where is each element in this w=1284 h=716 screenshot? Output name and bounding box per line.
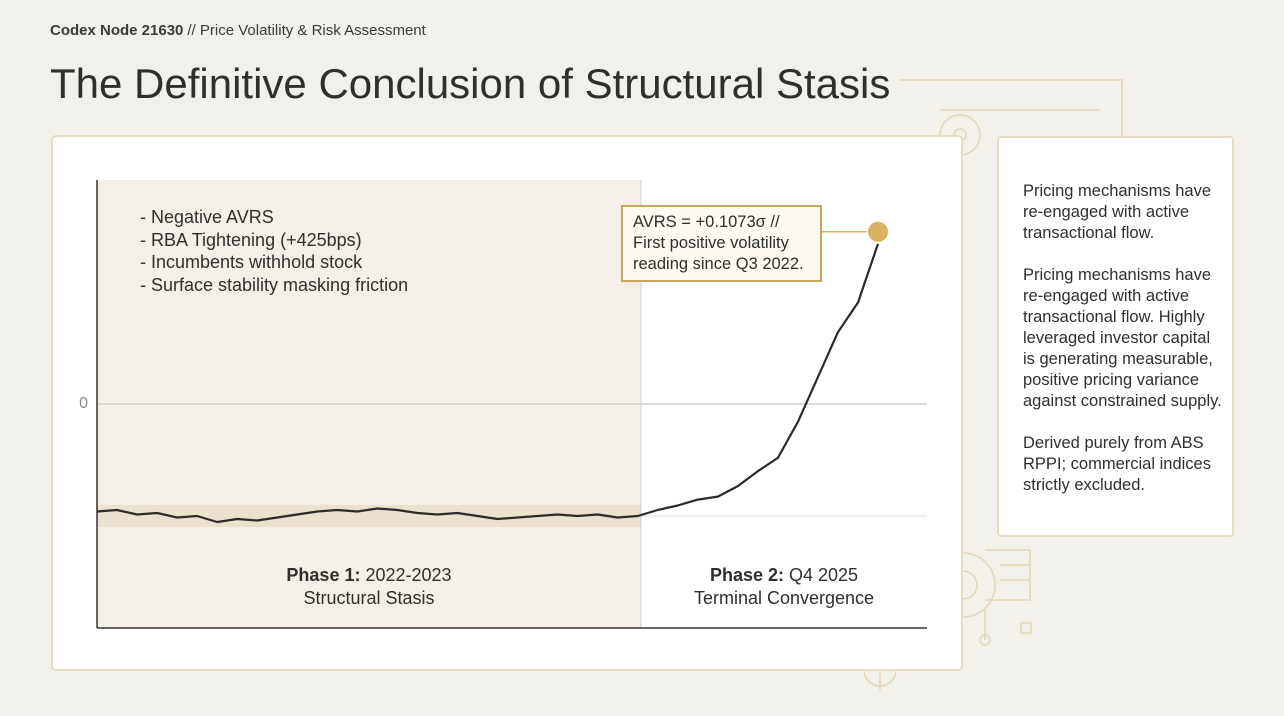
title: The Definitive Conclusion of Structural … <box>50 60 891 107</box>
note: - Negative AVRS <box>140 207 274 227</box>
node-id: Codex Node 21630 <box>50 22 184 39</box>
section: // Price Volatility & Risk Assessment <box>187 22 426 39</box>
phase-name: Terminal Convergence <box>693 588 875 608</box>
annotation: AVRS = +0.1073σ // First positive volati… <box>621 205 822 282</box>
phase-tag: Phase 1: <box>286 565 361 585</box>
highlight-marker <box>866 219 890 244</box>
line-series <box>96 243 880 524</box>
notes: - Negative AVRS - RBA Tightening (+425bp… <box>140 206 408 296</box>
phase-name: Structural Stasis <box>303 588 435 608</box>
phase-period: Q4 2025 <box>788 565 859 585</box>
stasis-band <box>97 505 641 527</box>
phase-label: Phase 1: 2022-2023 Structural Stasis <box>239 564 499 610</box>
phase-label: Phase 2: Q4 2025 Terminal Convergence <box>654 564 914 610</box>
phase-period: 2022-2023 <box>365 565 452 585</box>
note: - Incumbents withhold stock <box>140 252 363 272</box>
sidebar-paragraph: Pricing mechanisms have re-engaged with … <box>1023 266 1222 410</box>
header: Codex Node 21630// Price Volatility & Ri… <box>50 22 426 39</box>
plot <box>96 219 927 524</box>
note: - Surface stability masking friction <box>140 274 409 295</box>
sidebar-paragraph: Pricing mechanisms have re-engaged with … <box>1023 182 1211 242</box>
phase-tag: Phase 2: <box>709 565 784 585</box>
note: - RBA Tightening (+425bps) <box>140 229 362 250</box>
y-tick-label: 0 <box>79 395 88 412</box>
sidebar: Pricing mechanisms have re-engaged with … <box>997 136 1234 537</box>
sidebar-paragraph: Derived purely from ABS RPPI; commercial… <box>1023 434 1211 494</box>
